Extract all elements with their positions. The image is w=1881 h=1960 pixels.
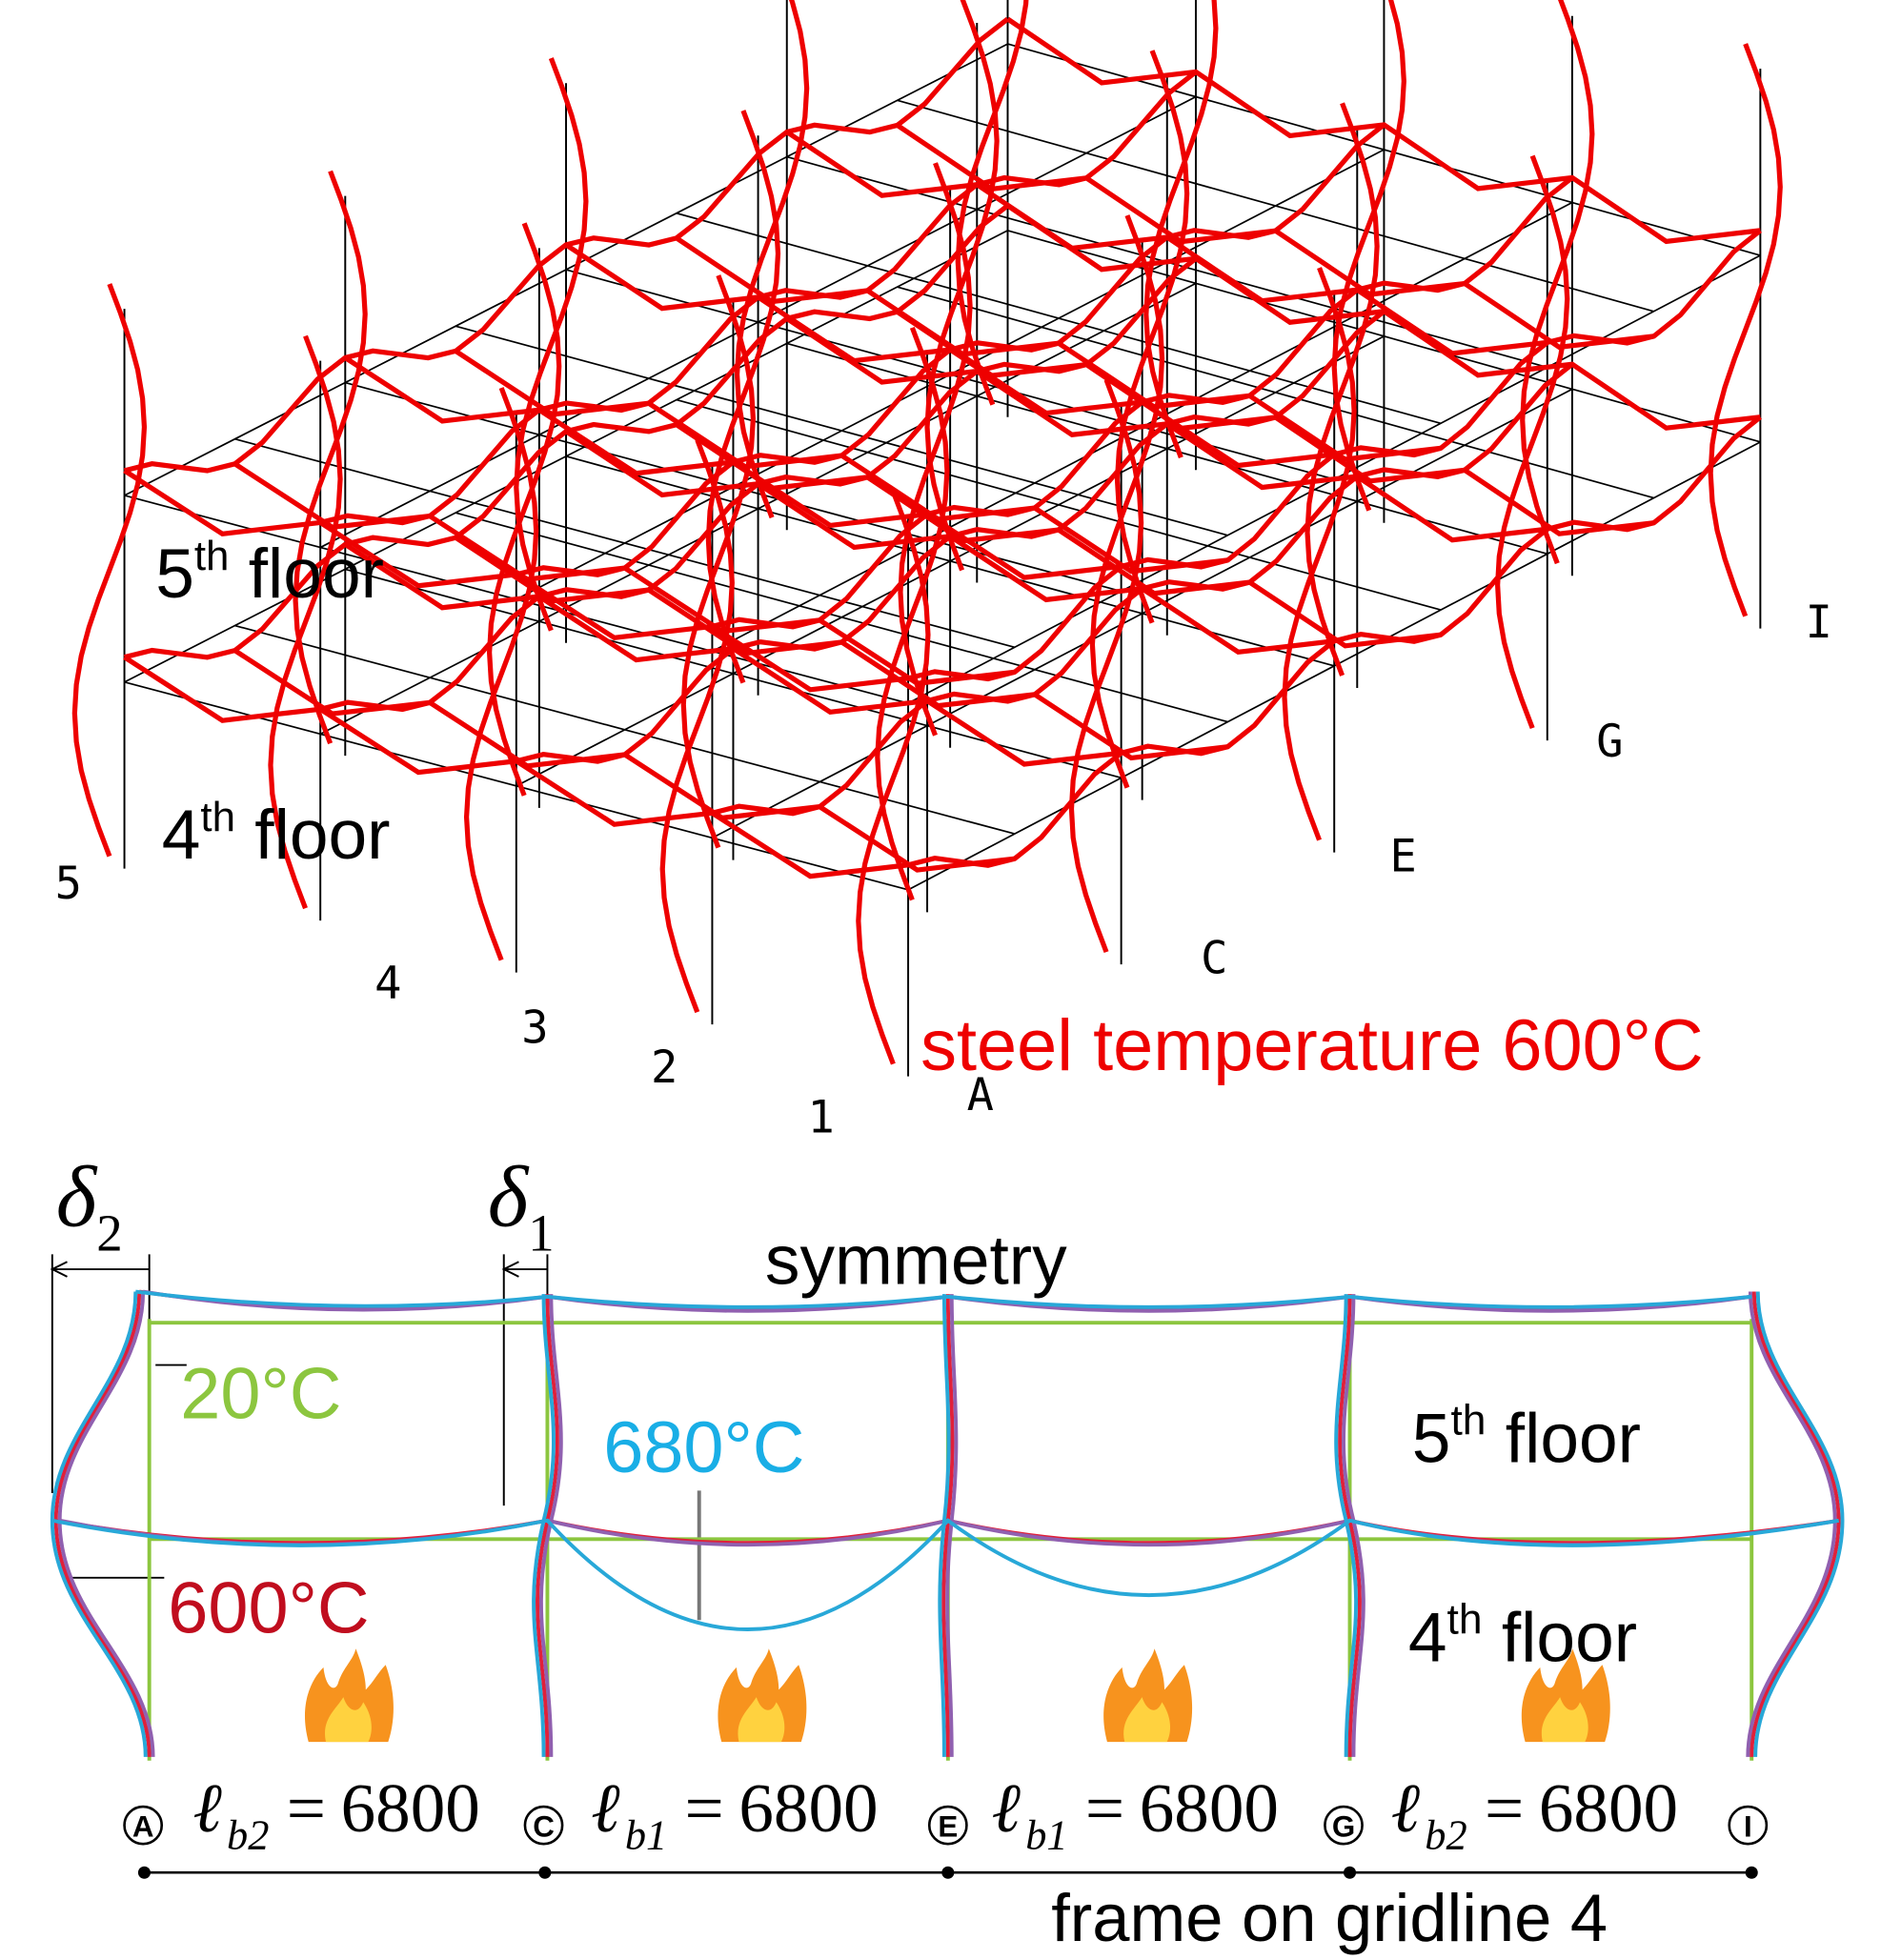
caption: frame on gridline 4 [1051,1880,1608,1955]
temperature-label: 680°C [603,1407,804,1488]
deflection-label: δ2 [56,1148,123,1262]
relation: = [684,1769,723,1847]
subscript: b2 [1425,1810,1466,1858]
symbol: δ [488,1148,530,1244]
relation: = [287,1769,326,1847]
floor-number: 4 [1408,1599,1447,1676]
symbol: ℓ [192,1769,222,1847]
floor-word: floor [229,535,384,613]
dimension-line [138,1867,1758,1879]
fire-icon [1103,1648,1192,1742]
deformed-column [74,284,144,857]
superscript: th [194,533,230,579]
floor-word: floor [235,797,391,874]
floor-label: 5th floor [1412,1398,1641,1478]
gridline-letter: G [1332,1809,1355,1843]
floor-number: 5 [155,535,194,613]
gridline-number: 3 [521,1001,548,1054]
deflection-label: δ1 [488,1148,555,1262]
subscript: b2 [227,1810,269,1858]
floor-number: 5 [1412,1400,1451,1477]
relation: = [1485,1769,1524,1847]
floor-word: floor [1486,1400,1641,1477]
superscript: th [200,794,235,840]
gridline-number: 1 [808,1091,835,1143]
subscript: b1 [625,1810,667,1858]
dimension-dot [1344,1867,1356,1879]
fire-icon [305,1648,394,1742]
symbol: ℓ [992,1769,1021,1847]
floor-word: floor [1483,1599,1638,1676]
floor-label: 5th floor [155,533,384,613]
dimension-dot [1746,1867,1758,1879]
gridline-letter: I [1806,596,1832,649]
subscript: 1 [528,1203,554,1262]
superscript: th [1447,1597,1483,1644]
symmetry-label: symmetry [765,1222,1067,1300]
dimension-dot [941,1867,954,1879]
deformed-column [1334,0,1404,511]
span-length: 6800 [341,1769,480,1847]
deformed-column [738,0,807,517]
relation: = [1085,1769,1124,1847]
superscript: th [1450,1398,1486,1445]
subscript: 2 [96,1203,122,1262]
span-label: ℓb1 =6800 [992,1769,1279,1858]
gridline-number: 2 [651,1041,678,1094]
gridline-letter: A [132,1809,154,1843]
span-length: 6800 [1539,1769,1678,1847]
gridline-letter: C [1201,932,1227,984]
floor-label: 4th floor [1408,1597,1637,1677]
dimension-dot [538,1867,551,1879]
gridline-number: 4 [374,957,401,1009]
subscript: b1 [1025,1810,1067,1858]
temperature-label: 600°C [168,1567,369,1648]
deformed-column [1523,0,1592,563]
dimension-dot [138,1867,151,1879]
caption: steel temperature 600°C [920,1005,1704,1086]
symbol: ℓ [591,1769,620,1847]
gridline-letter: E [1390,830,1417,882]
span-length: 6800 [738,1769,878,1847]
symbol: ℓ [1391,1769,1421,1847]
gridline-letter: G [1596,716,1623,768]
floor-number: 4 [162,797,201,874]
gridline-number: 5 [55,858,82,910]
gridline-letter: C [533,1809,555,1843]
floor-label: 4th floor [162,794,391,874]
fire-icon [718,1648,806,1742]
symbol: δ [56,1148,98,1244]
gridline-letter: E [938,1809,958,1843]
temperature-label: 20°C [180,1354,341,1435]
figure: 54321ACEGI5th floor4th floorsteel temper… [0,0,1881,1960]
top-view: 54321ACEGI5th floor4th floorsteel temper… [55,0,1832,1143]
span-length: 6800 [1140,1769,1279,1847]
frame-view: δ2 δ1 symmetry 20°C 680°C 600°C 5th floo… [52,1148,1843,1955]
deformed-column [1710,44,1780,616]
gridline-letter: I [1744,1809,1752,1843]
